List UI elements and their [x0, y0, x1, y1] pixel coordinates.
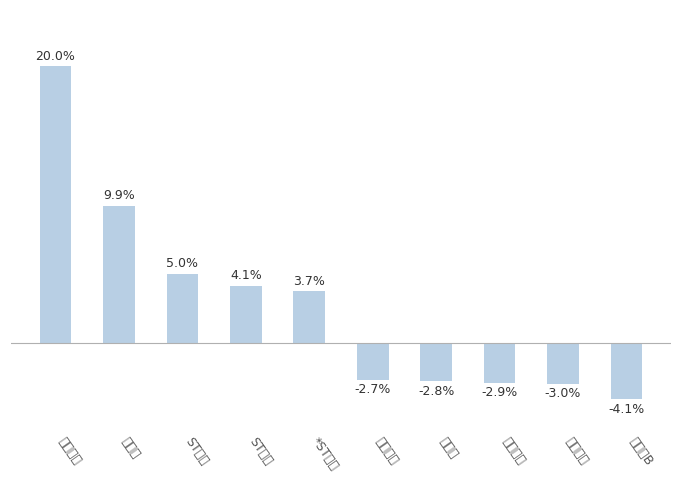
Bar: [230, 286, 262, 343]
Bar: [166, 273, 198, 343]
Text: -2.8%: -2.8%: [418, 385, 454, 398]
Text: 3.7%: 3.7%: [293, 275, 325, 288]
Bar: [40, 66, 72, 343]
Text: 9.9%: 9.9%: [103, 189, 135, 202]
Bar: [420, 343, 452, 381]
Bar: [357, 343, 389, 380]
Bar: [547, 343, 579, 384]
Bar: [103, 206, 135, 343]
Text: -2.7%: -2.7%: [355, 383, 391, 396]
Text: -3.0%: -3.0%: [545, 388, 581, 400]
Text: 4.1%: 4.1%: [230, 270, 262, 283]
Text: -2.9%: -2.9%: [481, 386, 518, 399]
Text: 20.0%: 20.0%: [35, 50, 76, 63]
Text: 5.0%: 5.0%: [166, 257, 198, 270]
Bar: [610, 343, 642, 399]
Bar: [293, 291, 325, 343]
Bar: [484, 343, 516, 383]
Text: -4.1%: -4.1%: [608, 403, 644, 416]
